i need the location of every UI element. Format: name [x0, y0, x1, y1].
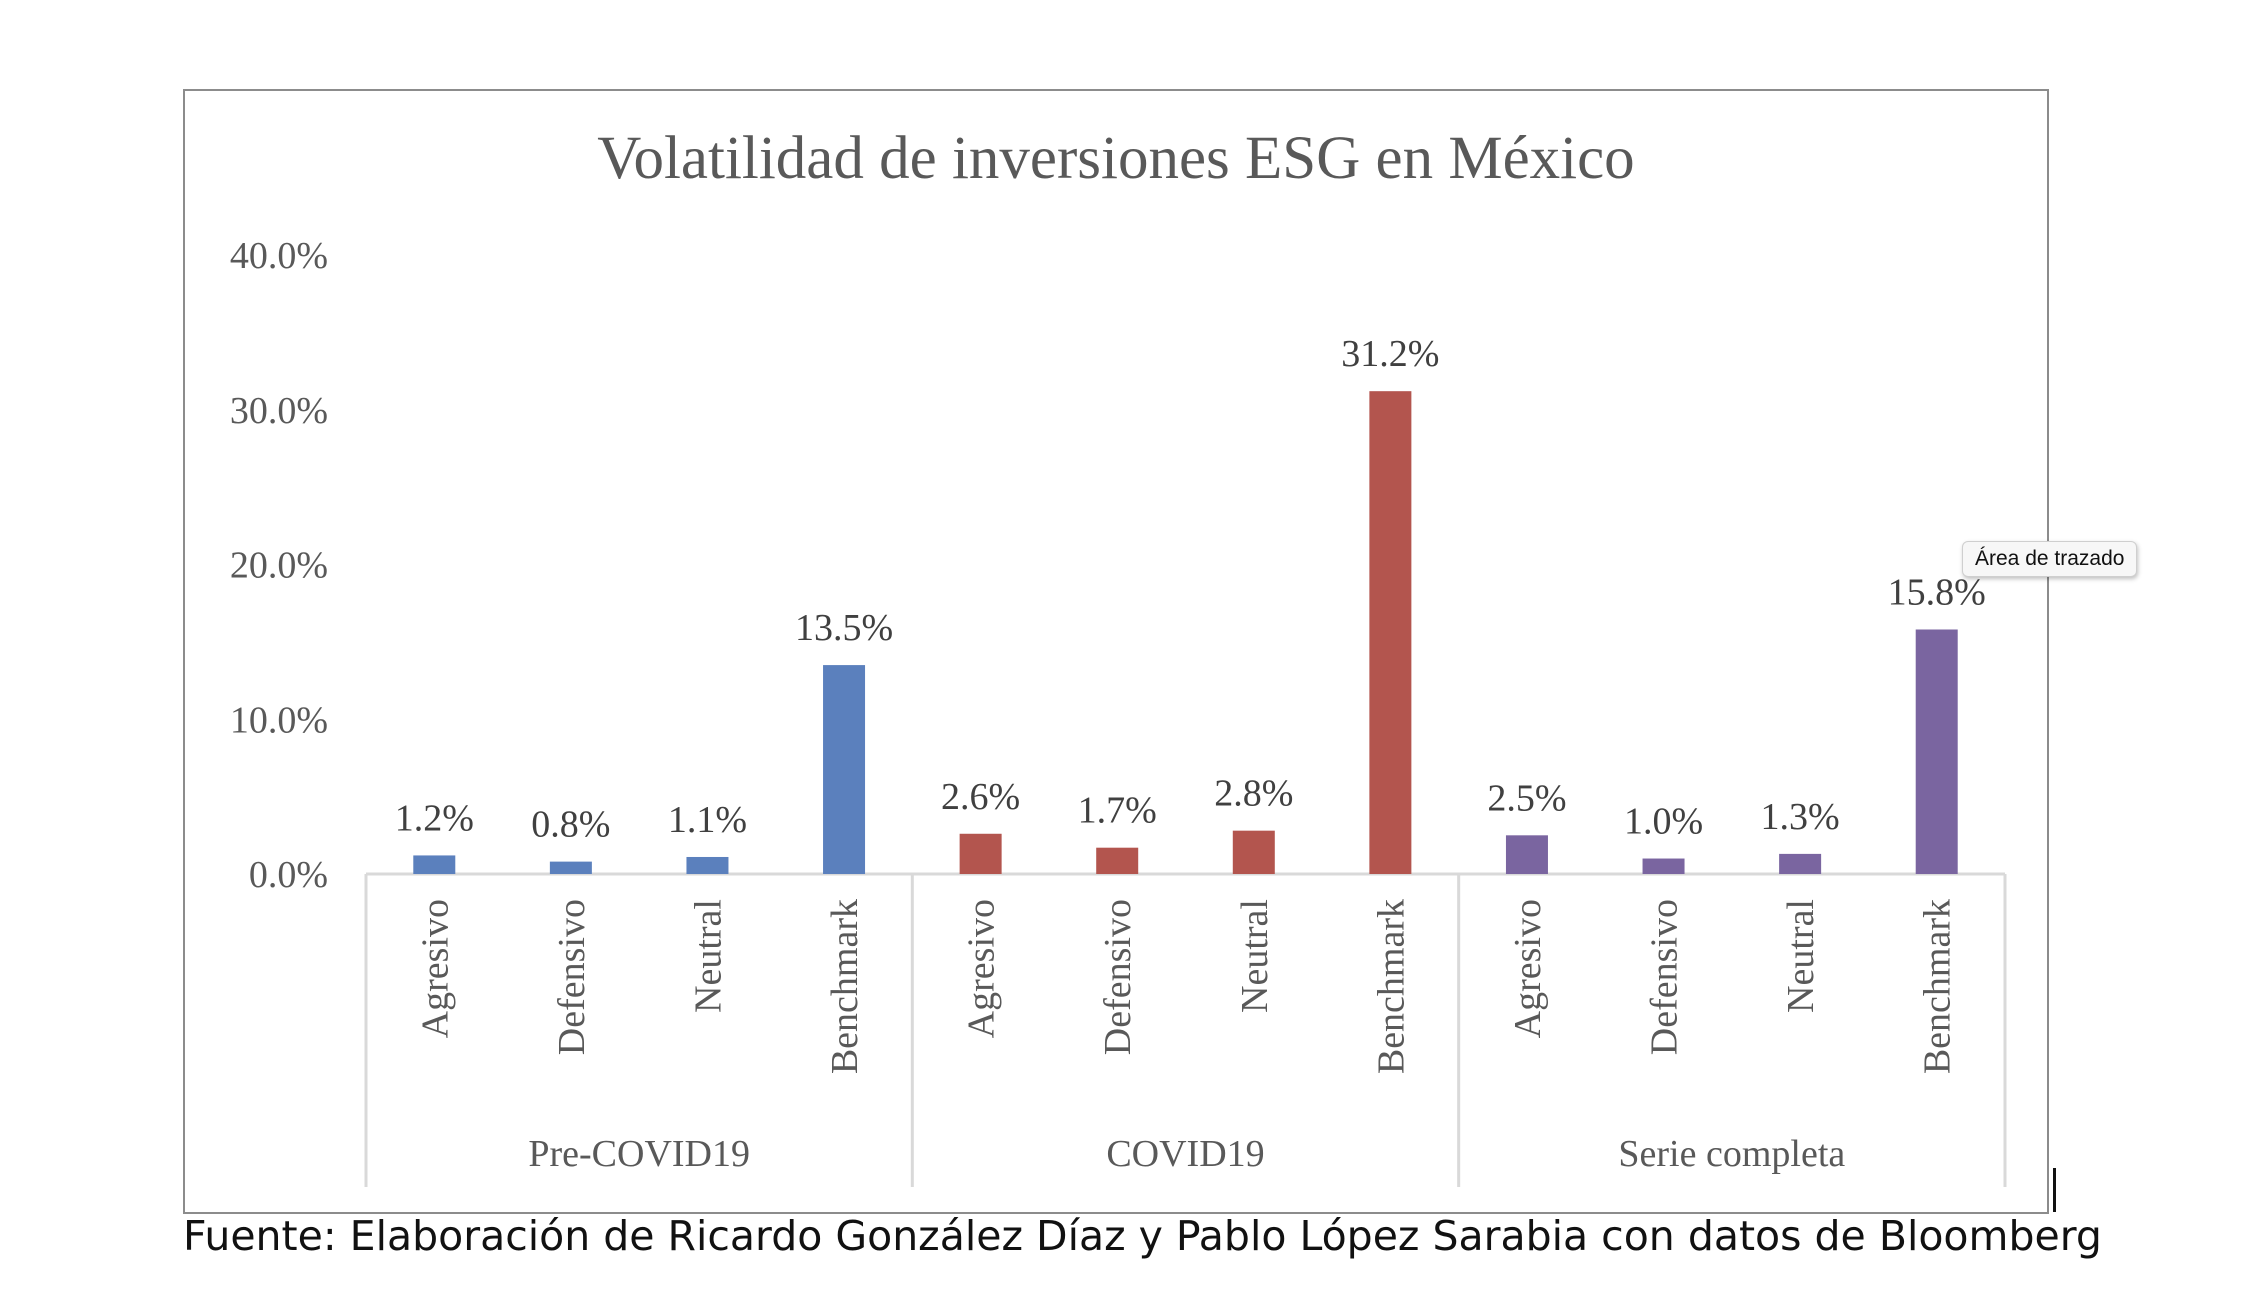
data-label: 2.8% [1214, 773, 1293, 815]
y-tick-label: 20.0% [230, 545, 328, 587]
group-label: COVID19 [1106, 1133, 1264, 1175]
category-label: Benchmark [824, 899, 866, 1074]
bar[interactable] [1505, 835, 1548, 874]
bar[interactable] [823, 665, 866, 874]
bar[interactable] [1369, 391, 1412, 874]
category-label: Neutral [1780, 899, 1822, 1013]
category-label: Defensivo [1097, 899, 1139, 1055]
data-label: 2.5% [1487, 777, 1566, 819]
data-label: 1.3% [1761, 796, 1840, 838]
group-label: Pre-COVID19 [528, 1133, 750, 1175]
data-label: 1.2% [395, 797, 474, 839]
bar[interactable] [1915, 629, 1958, 874]
category-label: Agresivo [1507, 899, 1549, 1038]
bar[interactable] [959, 833, 1002, 874]
chart-title: Volatilidad de inversiones ESG en México [597, 125, 1634, 192]
category-label: Agresivo [961, 899, 1003, 1038]
y-tick-label: 30.0% [230, 390, 328, 432]
category-label: Benchmark [1917, 899, 1959, 1074]
bar[interactable] [413, 855, 456, 874]
bar[interactable] [1096, 847, 1139, 874]
text-cursor [2053, 1168, 2056, 1212]
category-label: Defensivo [551, 899, 593, 1055]
source-note: Fuente: Elaboración de Ricardo González … [183, 1212, 2102, 1260]
bar-chart: Volatilidad de inversiones ESG en México… [230, 125, 2007, 1187]
data-label: 13.5% [795, 607, 893, 649]
data-label: 0.8% [531, 804, 610, 846]
y-tick-label: 0.0% [249, 854, 328, 896]
data-label: 1.7% [1078, 790, 1157, 832]
chart-area[interactable]: Volatilidad de inversiones ESG en México… [183, 89, 2049, 1214]
data-label: 1.1% [668, 799, 747, 841]
bar[interactable] [1642, 858, 1685, 874]
data-label: 1.0% [1624, 801, 1703, 843]
bar[interactable] [549, 861, 592, 874]
data-label: 31.2% [1341, 333, 1439, 375]
plot-area-tooltip: Área de trazado [1962, 541, 2138, 577]
category-label: Agresivo [414, 899, 456, 1038]
category-label: Neutral [1234, 899, 1276, 1013]
category-label: Neutral [687, 899, 729, 1013]
data-label: 2.6% [941, 776, 1020, 818]
y-tick-label: 40.0% [230, 235, 328, 277]
bar[interactable] [686, 856, 729, 874]
y-tick-label: 10.0% [230, 699, 328, 741]
bar[interactable] [1779, 853, 1822, 874]
group-label: Serie completa [1618, 1133, 1845, 1175]
bar[interactable] [1232, 830, 1275, 874]
category-label: Benchmark [1370, 899, 1412, 1074]
category-label: Defensivo [1644, 899, 1686, 1055]
data-label: 15.8% [1888, 571, 1986, 613]
